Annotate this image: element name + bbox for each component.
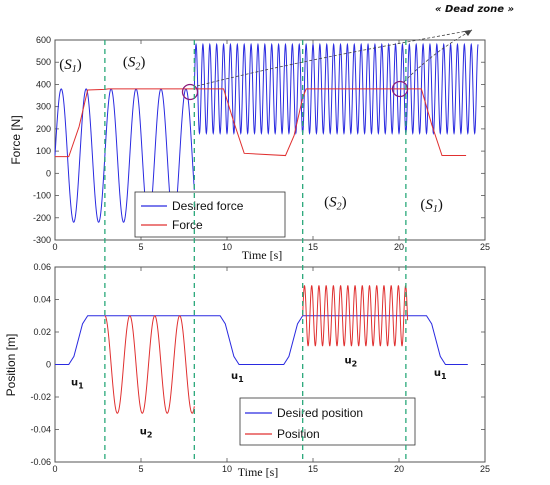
position-y-tick-label: -0.02: [30, 392, 51, 402]
position-y-ticks: -0.06 -0.04 -0.02 0 0.02 0.04 0.06: [30, 262, 485, 467]
force-legend-box: [134, 191, 286, 238]
position-segment-label: u2: [140, 426, 153, 439]
force-y-tick-label: -200: [33, 213, 51, 223]
force-segment-labels: (S1)(S2)(S1)(S2)(S1): [59, 55, 443, 215]
position-y-tick-label: 0.06: [33, 262, 51, 272]
position-segment-label: u1: [231, 371, 244, 384]
position-x-ticks: 0 5 10 15 20 25: [52, 267, 490, 474]
force-legend-label-force: Force: [172, 218, 203, 232]
position-series-position-oscillation: [302, 285, 409, 347]
position-legend-label-position: Position: [277, 427, 320, 441]
position-x-tick-label: 0: [52, 464, 57, 474]
position-x-tick-label: 15: [308, 464, 318, 474]
force-y-tick-label: 400: [36, 79, 51, 89]
position-x-axis-label: Time [s]: [238, 465, 279, 479]
dead-zone-pointer-1: [196, 29, 473, 87]
force-x-tick-label: 5: [138, 242, 143, 252]
force-y-axis-label: Force [N]: [9, 115, 23, 164]
position-y-tick-label: 0.04: [33, 295, 51, 305]
phase-boundary-lines: [104, 40, 407, 462]
force-y-tick-label: -300: [33, 235, 51, 245]
force-chart: -300 -200 -100 0 100 200 300 400 500 600 0 5 10 15 20…: [9, 4, 514, 262]
position-y-tick-label: 0.02: [33, 327, 51, 337]
force-segment-label: (S1): [59, 57, 82, 75]
force-series-force-line: [55, 88, 467, 158]
position-segment-labels: u1 u2 u1 u2 u1: [71, 356, 447, 440]
dead-zone-arrowhead: [464, 30, 472, 36]
position-y-axis-label: Position [m]: [4, 334, 18, 397]
force-segment-label: (S2): [123, 55, 146, 73]
position-segment-label: u1: [71, 378, 84, 391]
dead-zone-circle-2: [391, 80, 409, 98]
force-y-ticks: -300 -200 -100 0 100 200 300 400 500 600: [33, 35, 485, 245]
force-x-tick-label: 15: [308, 242, 318, 252]
position-y-tick-label: 0: [46, 360, 51, 370]
position-series-position-oscillation: [104, 315, 195, 414]
position-y-tick-label: -0.06: [30, 457, 51, 467]
force-y-tick-label: -100: [33, 191, 51, 201]
force-y-tick-label: 100: [36, 146, 51, 156]
force-y-tick-label: 600: [36, 35, 51, 45]
force-y-tick-label: 200: [36, 124, 51, 134]
force-segment-label: (S1): [420, 197, 443, 215]
force-x-ticks: 0 5 10 15 20 25: [52, 40, 490, 252]
position-series: [55, 285, 468, 414]
force-legend: Desired force Force: [134, 191, 286, 238]
force-x-tick-label: 20: [394, 242, 404, 252]
dead-zone-label: « Dead zone »: [435, 4, 514, 15]
force-y-tick-label: 300: [36, 102, 51, 112]
position-segment-label: u1: [434, 368, 447, 381]
force-x-tick-label: 25: [480, 242, 490, 252]
force-plot-area: [54, 39, 486, 241]
position-x-tick-label: 25: [480, 464, 490, 474]
force-x-tick-label: 10: [222, 242, 232, 252]
force-y-tick-label: 0: [46, 168, 51, 178]
position-legend: Desired position Position: [239, 397, 416, 446]
force-segment-label: (S2): [324, 195, 347, 213]
dead-zone-circle-1: [181, 83, 199, 101]
force-legend-label-desired: Desired force: [172, 199, 244, 213]
position-segment-label: u2: [344, 356, 357, 369]
force-x-axis-label: Time [s]: [242, 248, 283, 262]
dead-zone-pointer-2: [403, 29, 473, 83]
position-y-tick-label: -0.04: [30, 425, 51, 435]
position-x-tick-label: 5: [138, 464, 143, 474]
position-series-desired-position-line: [55, 315, 468, 365]
position-legend-label-desired: Desired position: [277, 406, 363, 420]
position-legend-box: [239, 397, 416, 446]
dead-zone-markers: « Dead zone »: [181, 4, 514, 101]
force-y-tick-label: 500: [36, 57, 51, 67]
position-x-tick-label: 20: [394, 464, 404, 474]
position-x-tick-label: 10: [222, 464, 232, 474]
force-x-tick-label: 0: [52, 242, 57, 252]
